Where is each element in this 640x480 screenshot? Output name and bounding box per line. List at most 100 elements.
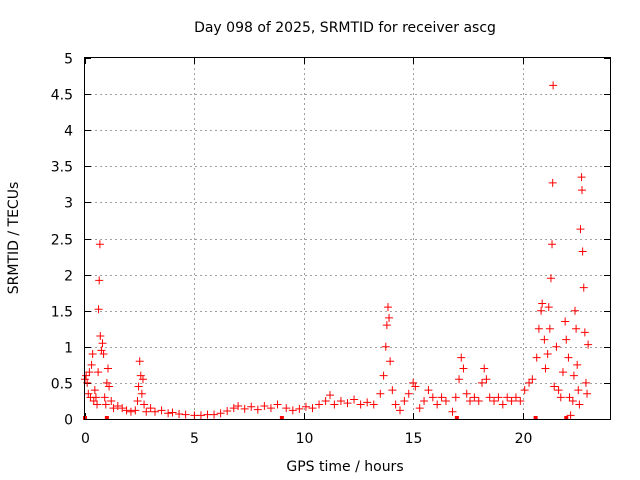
data-point — [433, 400, 442, 409]
data-point — [546, 274, 555, 283]
data-point — [82, 371, 91, 380]
data-point — [576, 225, 585, 234]
data-point — [382, 321, 391, 330]
data-point — [321, 396, 330, 405]
data-point — [525, 378, 534, 387]
data-point — [552, 342, 561, 351]
y-tick-label: 5 — [64, 52, 73, 68]
data-point — [396, 406, 404, 415]
y-tick-label: 0 — [64, 413, 73, 429]
data-point — [234, 402, 243, 411]
data-point — [564, 353, 573, 362]
data-point — [142, 407, 151, 416]
data-point — [301, 402, 310, 411]
data-point — [549, 81, 558, 90]
data-point — [480, 364, 489, 373]
data-point — [356, 400, 365, 409]
data-point — [386, 357, 395, 366]
x-tick-label: 20 — [515, 431, 533, 447]
data-point — [540, 335, 549, 344]
data-point — [541, 364, 550, 373]
data-point — [216, 409, 225, 418]
data-point — [388, 386, 397, 395]
data-point — [379, 371, 388, 380]
data-point — [474, 396, 483, 405]
data-point — [266, 404, 275, 413]
data-point — [391, 400, 400, 409]
data-point — [548, 178, 557, 187]
data-point — [376, 389, 385, 398]
data-point — [109, 404, 118, 413]
data-point — [548, 240, 557, 249]
data-point — [575, 400, 584, 409]
data-point — [247, 402, 256, 411]
data-point — [565, 393, 574, 402]
data-point — [126, 407, 135, 416]
data-point — [105, 382, 114, 391]
baseline-marker — [279, 416, 284, 420]
data-point — [566, 411, 575, 420]
data-point — [383, 303, 392, 312]
data-point — [308, 404, 317, 413]
data-point — [369, 400, 378, 409]
data-point — [350, 395, 359, 404]
x-tick-label: 15 — [405, 431, 423, 447]
baseline-marker — [104, 416, 109, 420]
data-point — [196, 411, 205, 420]
data-point — [90, 386, 99, 395]
data-point — [448, 407, 457, 416]
data-point — [409, 378, 418, 387]
data-point — [580, 328, 589, 337]
data-point — [131, 406, 140, 415]
data-point — [133, 396, 142, 405]
data-point — [534, 324, 543, 333]
y-tick-label: 4.5 — [51, 88, 73, 104]
data-point — [295, 404, 304, 413]
data-point — [572, 324, 581, 333]
data-point — [420, 396, 429, 405]
data-point — [490, 396, 499, 405]
data-point — [273, 400, 282, 409]
y-axis-label: SRMTID / TECUs — [6, 182, 22, 295]
x-tick-label: 10 — [296, 431, 314, 447]
data-point — [404, 389, 413, 398]
data-point — [581, 378, 590, 387]
data-point — [428, 393, 437, 402]
data-point — [528, 375, 537, 384]
data-point — [579, 283, 588, 292]
x-tick-label: 5 — [190, 431, 199, 447]
data-point — [556, 393, 565, 402]
baseline-marker — [454, 416, 459, 420]
data-point — [315, 400, 324, 409]
data-point — [457, 353, 466, 362]
data-point — [511, 393, 520, 402]
data-points — [81, 81, 593, 420]
data-point — [583, 389, 592, 398]
data-point — [459, 364, 468, 373]
y-tick-label: 1.5 — [51, 305, 73, 321]
data-point — [157, 406, 166, 415]
data-point — [93, 400, 102, 409]
tick-layer: 0 0.5 1 1.5 2 2.5 3 3.5 4 4.5 5 0 5 10 15 20 — [51, 52, 610, 447]
data-point — [96, 331, 105, 340]
data-point — [550, 382, 559, 391]
data-point — [99, 350, 108, 359]
data-point — [562, 335, 571, 344]
data-point — [85, 368, 94, 377]
data-point — [498, 400, 507, 409]
data-point — [101, 400, 110, 409]
data-point — [558, 368, 567, 377]
data-point — [545, 324, 554, 333]
data-point — [494, 393, 503, 402]
data-point — [164, 409, 173, 418]
data-point — [561, 317, 570, 326]
data-point — [137, 389, 146, 398]
data-point — [140, 400, 149, 409]
data-point — [288, 406, 297, 415]
data-point — [554, 386, 563, 395]
data-point — [485, 393, 494, 402]
data-point — [520, 386, 529, 395]
data-point — [571, 306, 579, 315]
x-tick-label: 0 — [81, 431, 90, 447]
